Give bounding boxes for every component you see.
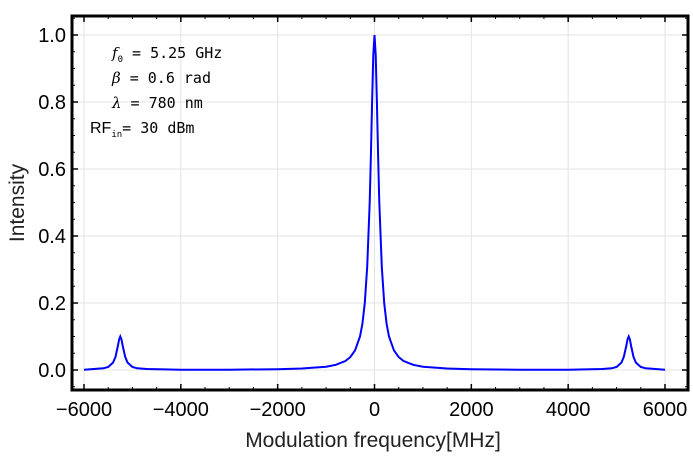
x-tick-label: −2000 bbox=[250, 399, 306, 421]
grid bbox=[72, 16, 688, 390]
y-tick-label: 0.8 bbox=[38, 92, 66, 114]
annotation-subscript: in bbox=[111, 130, 122, 140]
annotation-value: = 5.25 GHz bbox=[123, 44, 222, 62]
series-line bbox=[83, 34, 666, 371]
annotation-value: = 780 nm bbox=[122, 94, 203, 112]
y-tick-label: 0.2 bbox=[38, 293, 66, 315]
annotation-symbol: λ bbox=[111, 94, 122, 112]
annotation-line: f0 = 5.25 GHz bbox=[111, 44, 222, 65]
y-tick-label: 0.6 bbox=[38, 159, 66, 181]
y-axis-label: Intensity bbox=[6, 163, 29, 242]
annotation-subscript: 0 bbox=[118, 55, 123, 65]
annotation-line: RFin= 30 dBm bbox=[90, 119, 194, 140]
annotation-line: β = 0.6 rad bbox=[111, 69, 211, 87]
x-tick-label: −6000 bbox=[56, 399, 112, 421]
annotation-symbol: β bbox=[111, 69, 121, 87]
x-axis-label: Modulation frequency[MHz] bbox=[245, 429, 501, 452]
tick-labels: −6000 −4000 −2000 0 2000 4000 6000 0.0 0.2 0.4 0.6… bbox=[38, 25, 687, 421]
x-tick-label: −4000 bbox=[153, 399, 209, 421]
x-tick-label: 0 bbox=[369, 399, 380, 421]
x-tick-label: 4000 bbox=[546, 399, 591, 421]
annotation-value: = 0.6 rad bbox=[121, 69, 211, 87]
annotation-line: λ = 780 nm bbox=[111, 94, 203, 112]
x-tick-label: 6000 bbox=[643, 399, 688, 421]
y-tick-label: 0.4 bbox=[38, 226, 66, 248]
annotation-symbol: f bbox=[111, 44, 120, 62]
y-tick-label: 1.0 bbox=[38, 25, 66, 47]
annotation-symbol: RF bbox=[90, 120, 112, 137]
annotation-value: = 30 dBm bbox=[122, 119, 194, 137]
y-tick-label: 0.0 bbox=[38, 360, 66, 382]
x-tick-label: 2000 bbox=[449, 399, 494, 421]
plot-frame bbox=[70, 14, 690, 392]
